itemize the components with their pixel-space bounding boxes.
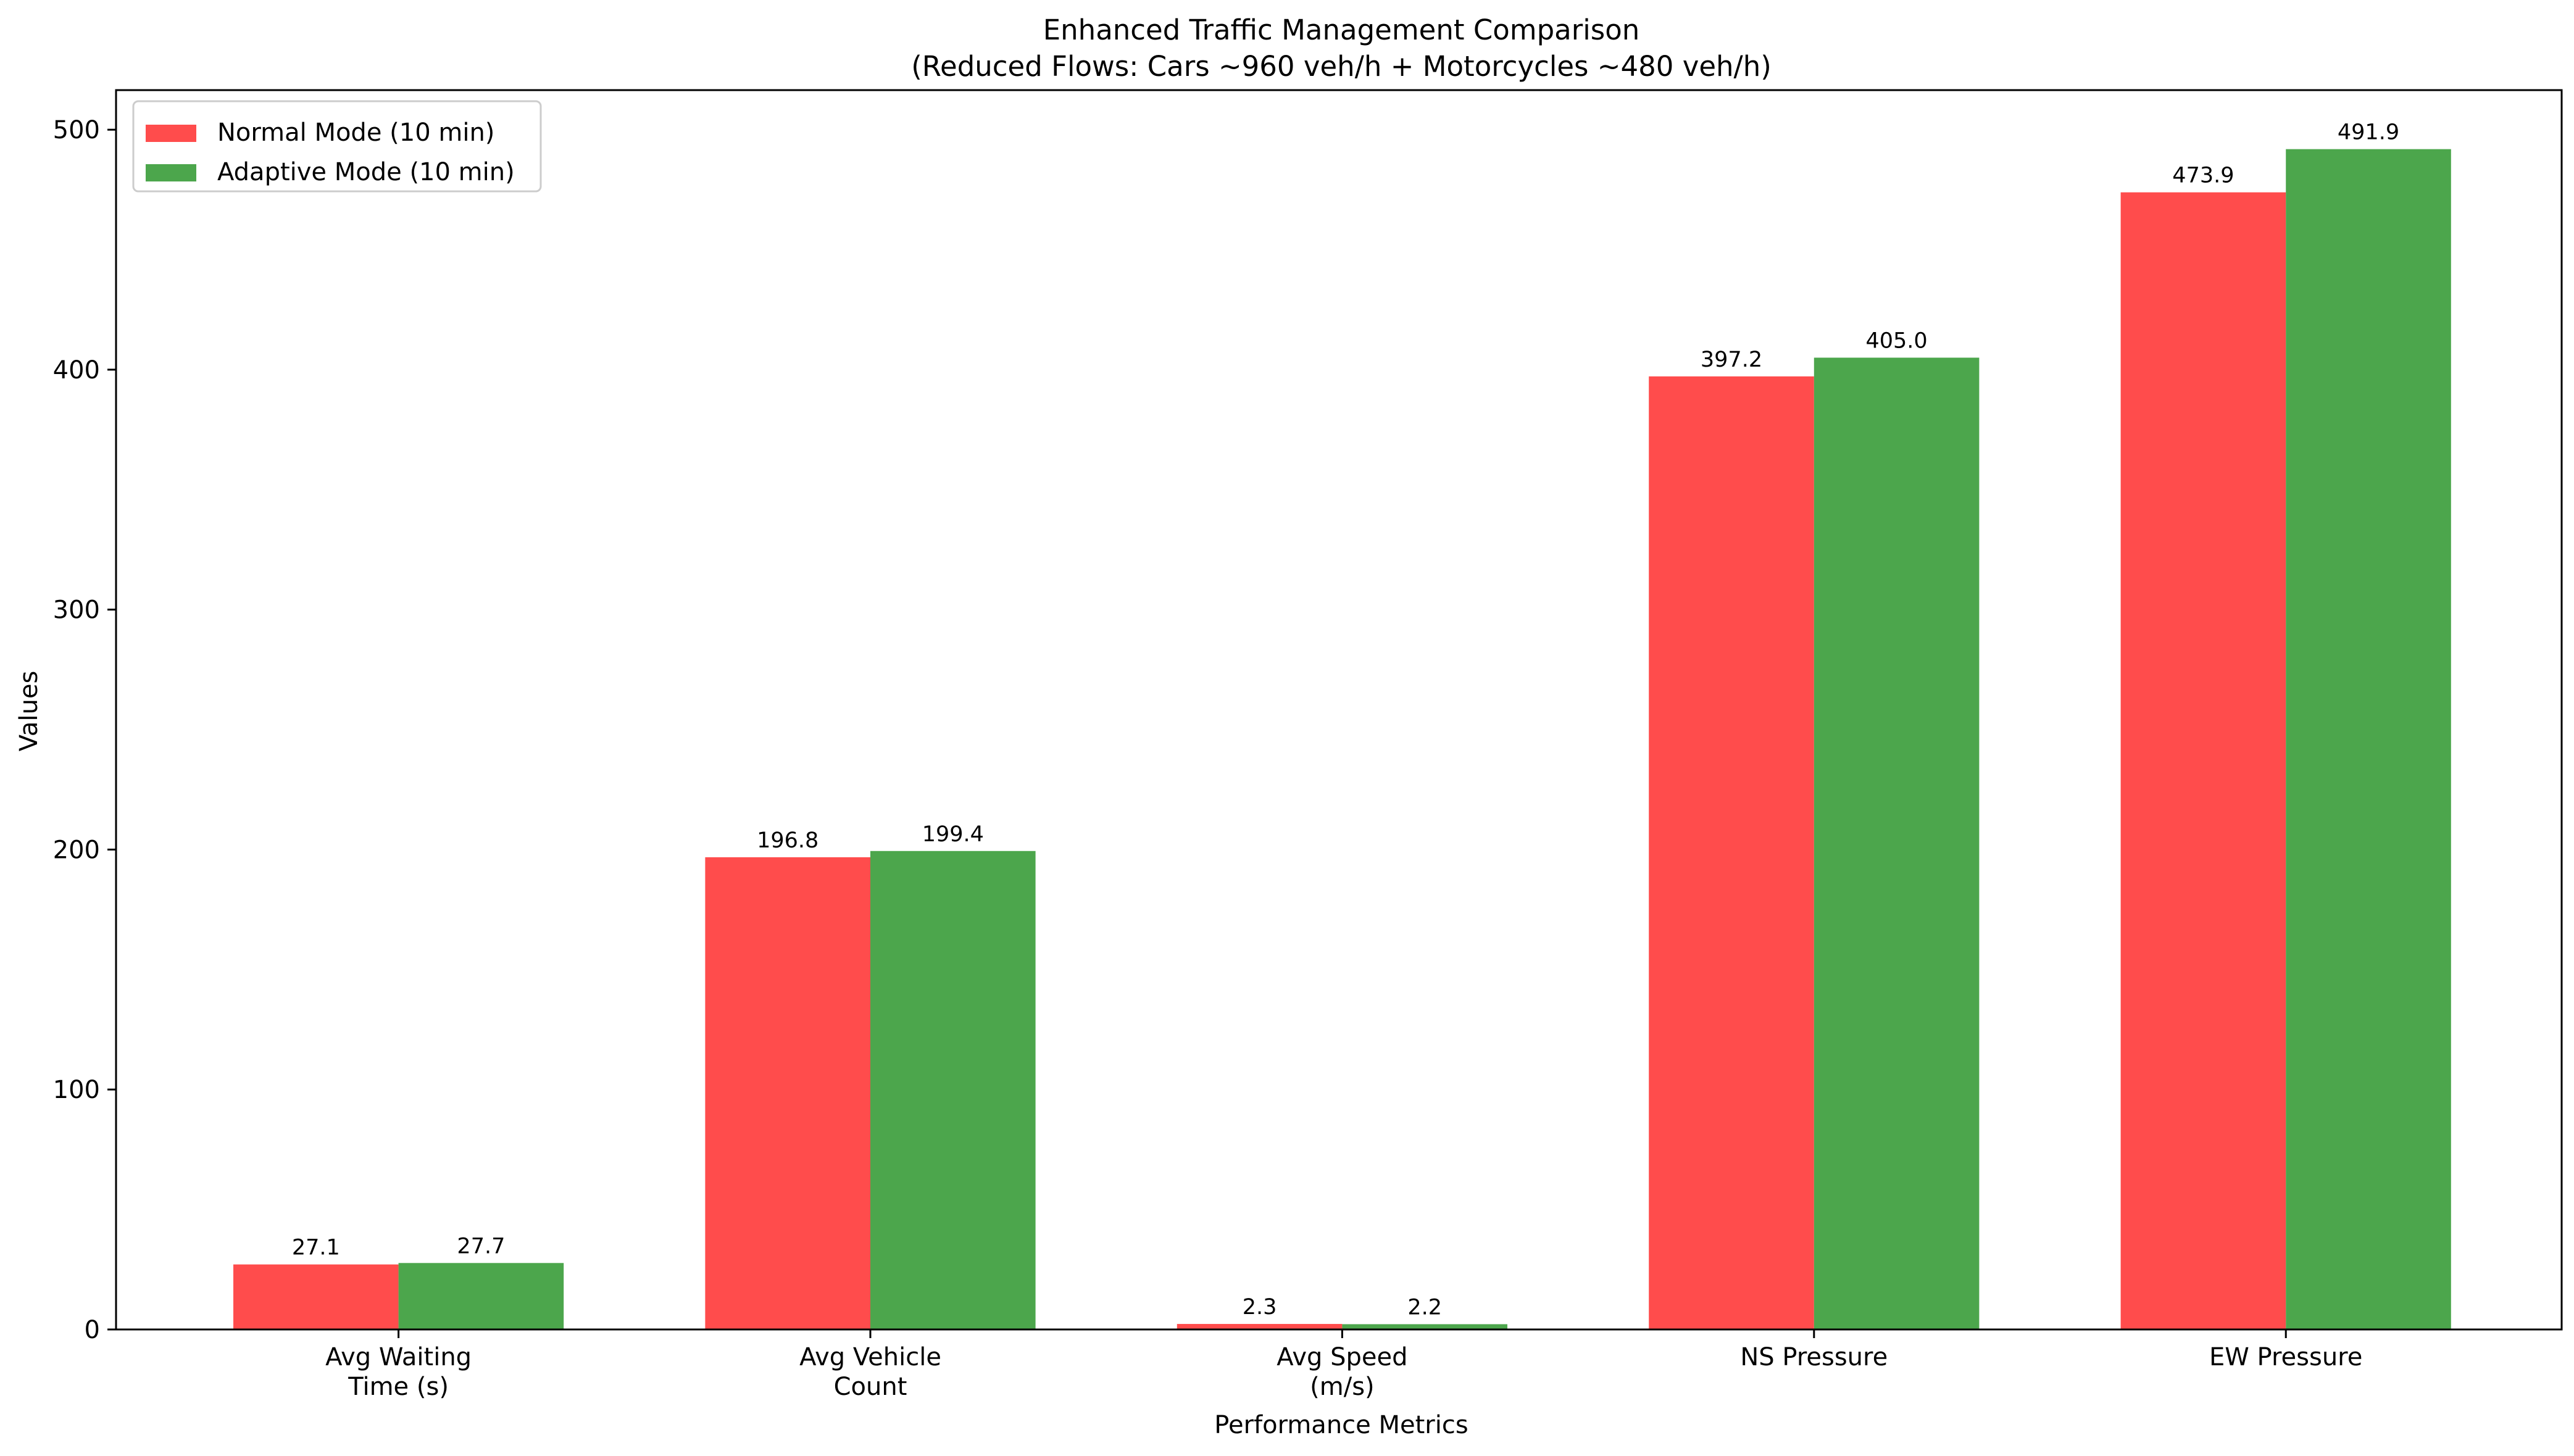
y-tick-label-4: 400	[53, 356, 100, 385]
y-tick-label-1: 100	[53, 1076, 100, 1104]
y-axis-label: Values	[15, 671, 43, 752]
data-labels-group: 27.1 196.8 2.3 397.2 473.9 27.7 199.4 2.2 405.0 4…	[292, 120, 2399, 1320]
legend-swatch-adaptive	[146, 164, 196, 181]
bar-normal-4	[2120, 192, 2286, 1330]
x-axis-label: Performance Metrics	[1214, 1411, 1468, 1439]
data-label-adaptive-0: 27.7	[457, 1234, 505, 1258]
data-label-normal-1: 196.8	[757, 828, 818, 853]
bar-adaptive-4	[2286, 149, 2451, 1329]
bar-adaptive-0	[398, 1263, 564, 1329]
data-label-normal-2: 2.3	[1243, 1295, 1277, 1320]
legend-swatch-normal	[146, 125, 196, 142]
data-label-normal-3: 397.2	[1701, 347, 1762, 372]
bar-normal-0	[233, 1264, 399, 1329]
data-label-adaptive-1: 199.4	[922, 822, 984, 847]
plot-frame	[115, 89, 2563, 1331]
x-tick-label-2-line-1: (m/s)	[1310, 1373, 1375, 1401]
legend-label-normal: Normal Mode (10 min)	[217, 119, 494, 147]
x-tick-label-4: EW Pressure	[2209, 1343, 2362, 1371]
x-tick-label-1-line-1: Count	[834, 1373, 907, 1401]
bar-normal-2	[1177, 1324, 1343, 1329]
chart-subtitle: (Reduced Flows: Cars ~960 veh/h + Motorc…	[911, 50, 1772, 83]
data-label-adaptive-2: 2.2	[1407, 1295, 1442, 1320]
chart-title: Enhanced Traffic Management Comparison	[1043, 14, 1640, 46]
y-axis: 0 100 200 300 400 500	[53, 116, 116, 1344]
bars-group	[233, 149, 2451, 1330]
x-tick-label-0-line-0: Avg Waiting	[325, 1343, 472, 1371]
legend: Normal Mode (10 min) Adaptive Mode (10 mi…	[132, 100, 542, 193]
data-label-normal-4: 473.9	[2172, 164, 2234, 188]
y-tick-label-3: 300	[53, 596, 100, 625]
bar-normal-3	[1649, 376, 1814, 1330]
legend-label-adaptive: Adaptive Mode (10 min)	[217, 158, 515, 186]
bar-normal-1	[705, 857, 870, 1329]
data-label-adaptive-3: 405.0	[1865, 328, 1927, 353]
y-tick-label-0: 0	[85, 1316, 100, 1344]
data-label-adaptive-4: 491.9	[2338, 120, 2399, 145]
x-tick-label-1-line-0: Avg Vehicle	[799, 1343, 941, 1371]
x-tick-label-2-line-0: Avg Speed	[1277, 1343, 1407, 1371]
bar-adaptive-1	[870, 851, 1036, 1329]
bar-adaptive-2	[1342, 1324, 1507, 1329]
x-tick-label-3: NS Pressure	[1740, 1343, 1888, 1371]
legend-box	[132, 100, 542, 193]
y-tick-label-2: 200	[53, 836, 100, 864]
x-tick-label-0-line-1: Time (s)	[348, 1373, 449, 1401]
y-tick-label-5: 500	[53, 116, 100, 144]
data-label-normal-0: 27.1	[292, 1236, 340, 1260]
bar-adaptive-3	[1814, 357, 1980, 1329]
